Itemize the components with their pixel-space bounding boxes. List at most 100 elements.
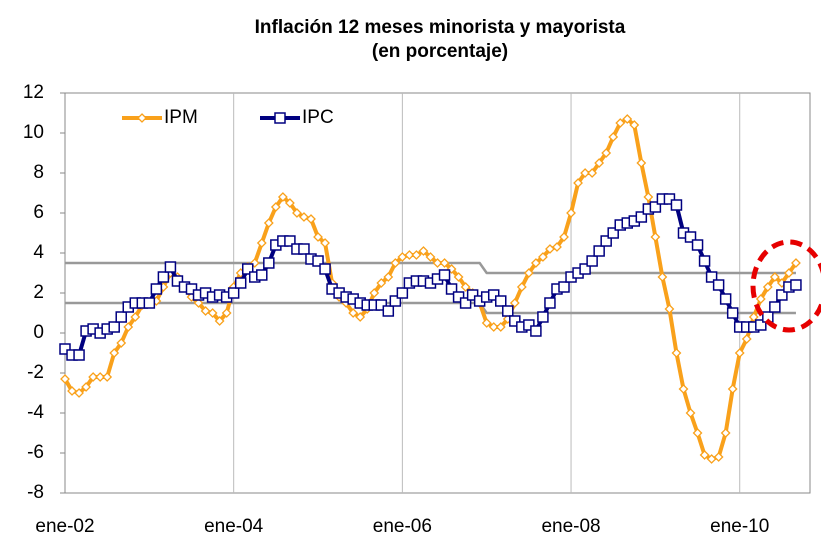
marker bbox=[678, 384, 689, 394]
marker bbox=[369, 288, 380, 298]
marker bbox=[292, 208, 302, 218]
y-tick-label: 2 bbox=[33, 282, 44, 303]
marker bbox=[274, 112, 286, 124]
marker bbox=[559, 232, 569, 242]
marker bbox=[157, 271, 170, 283]
marker bbox=[783, 268, 794, 278]
marker bbox=[411, 250, 422, 260]
marker bbox=[109, 348, 120, 358]
marker bbox=[263, 218, 274, 228]
marker bbox=[622, 114, 633, 124]
marker bbox=[755, 319, 767, 331]
y-tick-label: 10 bbox=[23, 122, 44, 143]
marker bbox=[509, 298, 520, 308]
marker bbox=[691, 239, 704, 251]
highlight-circle bbox=[750, 239, 821, 333]
series-line bbox=[63, 117, 798, 461]
marker bbox=[650, 232, 661, 242]
marker bbox=[397, 252, 408, 262]
reference-line bbox=[65, 301, 796, 315]
y-tick-label: 6 bbox=[33, 202, 44, 223]
marker bbox=[137, 113, 147, 123]
marker bbox=[241, 263, 254, 275]
marker bbox=[530, 325, 542, 337]
marker bbox=[636, 158, 647, 168]
marker bbox=[425, 252, 436, 262]
marker bbox=[791, 258, 801, 268]
marker bbox=[459, 297, 472, 309]
marker bbox=[545, 244, 555, 254]
marker bbox=[277, 192, 288, 202]
marker bbox=[348, 308, 359, 318]
marker bbox=[643, 192, 654, 202]
marker bbox=[615, 118, 626, 128]
marker bbox=[538, 252, 548, 262]
marker bbox=[81, 382, 92, 392]
marker bbox=[481, 318, 492, 328]
marker bbox=[664, 304, 675, 314]
marker bbox=[270, 202, 281, 212]
marker bbox=[502, 305, 514, 317]
marker bbox=[488, 322, 499, 332]
marker bbox=[558, 281, 570, 293]
marker bbox=[200, 306, 211, 316]
marker bbox=[769, 301, 781, 313]
marker bbox=[699, 450, 710, 460]
marker bbox=[790, 279, 802, 291]
x-tick-label: ene-08 bbox=[541, 516, 600, 537]
marker bbox=[445, 283, 458, 295]
marker bbox=[579, 263, 591, 275]
marker bbox=[670, 199, 683, 211]
marker bbox=[256, 269, 268, 281]
marker bbox=[635, 211, 648, 223]
marker bbox=[741, 334, 752, 344]
marker bbox=[466, 289, 479, 301]
marker bbox=[692, 428, 703, 438]
marker bbox=[544, 297, 556, 309]
marker bbox=[102, 372, 113, 382]
marker bbox=[88, 372, 99, 382]
marker bbox=[452, 291, 465, 303]
y-tick-label: 0 bbox=[33, 322, 44, 343]
marker bbox=[495, 295, 507, 307]
marker bbox=[299, 212, 309, 222]
marker bbox=[727, 384, 738, 394]
marker bbox=[115, 311, 127, 323]
marker bbox=[580, 168, 591, 178]
marker bbox=[116, 338, 127, 348]
marker bbox=[95, 372, 106, 382]
legend-label: IPM bbox=[164, 107, 198, 128]
marker bbox=[313, 232, 323, 242]
marker bbox=[587, 168, 598, 178]
marker bbox=[734, 348, 745, 358]
marker bbox=[74, 388, 84, 398]
marker bbox=[439, 258, 450, 268]
x-tick-label: ene-10 bbox=[710, 516, 769, 537]
marker bbox=[73, 349, 85, 361]
marker bbox=[601, 148, 612, 158]
y-tick-label: 8 bbox=[33, 162, 44, 183]
marker bbox=[263, 257, 275, 269]
marker bbox=[404, 250, 415, 260]
marker bbox=[60, 374, 70, 384]
marker bbox=[143, 297, 156, 309]
marker bbox=[698, 255, 711, 267]
marker bbox=[516, 282, 527, 292]
marker bbox=[726, 307, 739, 319]
marker bbox=[432, 258, 443, 268]
marker bbox=[221, 308, 232, 318]
marker bbox=[312, 255, 324, 267]
marker bbox=[629, 120, 640, 130]
marker bbox=[552, 242, 562, 252]
marker bbox=[256, 238, 267, 248]
marker bbox=[523, 319, 535, 331]
marker bbox=[249, 258, 260, 268]
reference-line bbox=[65, 261, 796, 275]
marker bbox=[573, 178, 583, 188]
marker bbox=[185, 283, 198, 295]
y-tick-label: -4 bbox=[27, 402, 44, 423]
marker bbox=[706, 454, 717, 464]
marker bbox=[193, 298, 204, 308]
x-tick-label: ene-02 bbox=[35, 516, 94, 537]
